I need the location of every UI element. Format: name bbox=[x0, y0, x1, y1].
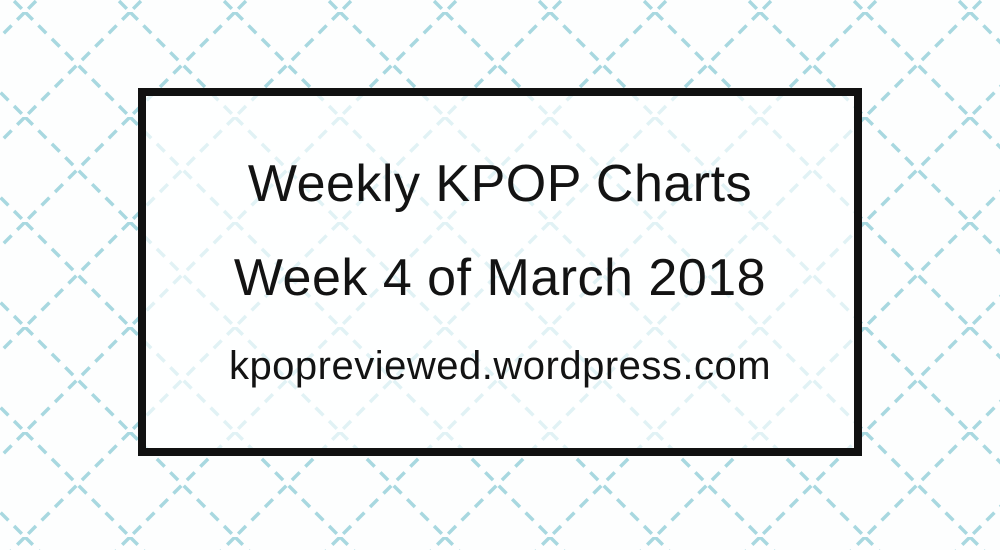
banner-week-subtitle: Week 4 of March 2018 bbox=[233, 249, 767, 307]
banner-website-url: kpopreviewed.wordpress.com bbox=[228, 344, 772, 388]
banner-frame: Weekly KPOP Charts Week 4 of March 2018 … bbox=[138, 88, 862, 456]
banner-title: Weekly KPOP Charts bbox=[247, 155, 753, 213]
